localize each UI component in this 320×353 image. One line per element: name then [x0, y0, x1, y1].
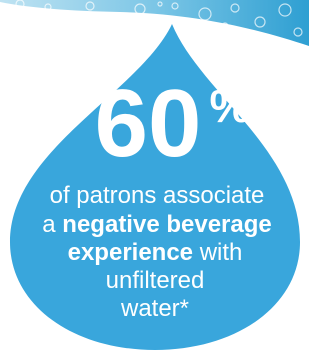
water-banner [0, 0, 309, 46]
text-segment: a [42, 211, 56, 238]
page: {"stat": {"number": 60, "unit": "%"}, "t… [0, 0, 309, 353]
text-line: water* [120, 295, 189, 322]
infographic: 60 % of patrons associate a negative bev… [0, 0, 309, 353]
text-line: of patrons associate [50, 182, 265, 209]
text-line: experience with [68, 239, 243, 266]
text-line: a negative beverage [42, 211, 271, 238]
text-emphasis: experience [68, 239, 193, 266]
stat-unit: % [210, 80, 251, 132]
text-emphasis: negative beverage [62, 211, 271, 238]
text-segment: with [199, 239, 243, 266]
stat-number: 60 [95, 70, 202, 177]
text-line: unfiltered [106, 267, 205, 294]
